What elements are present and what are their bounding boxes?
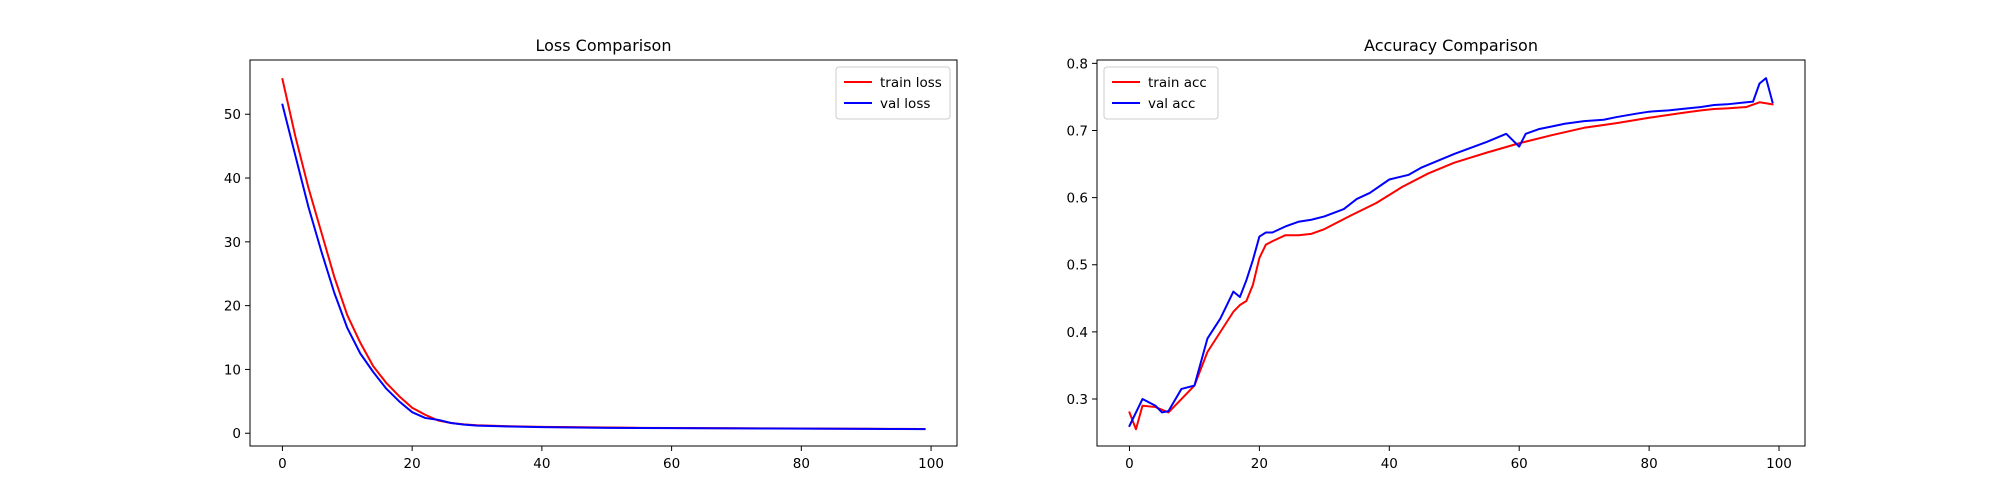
accuracy-comparison-y-tick-label: 0.8 xyxy=(1067,56,1088,72)
accuracy-comparison-x-tick-label: 0 xyxy=(1125,456,1134,472)
loss-comparison-x-tick-label: 40 xyxy=(533,456,550,472)
loss-comparison-y-tick-label: 20 xyxy=(224,299,241,315)
accuracy-comparison-y-tick-label: 0.6 xyxy=(1067,191,1088,207)
accuracy-comparison-y-tick-label: 0.4 xyxy=(1067,325,1088,341)
loss-comparison-x-tick-label: 20 xyxy=(404,456,421,472)
loss-comparison-x-tick-label: 100 xyxy=(918,456,944,472)
loss-comparison-val-loss-line xyxy=(281,103,926,431)
loss-comparison-x-tick-label: 0 xyxy=(278,456,287,472)
loss-comparison-y-tick-label: 10 xyxy=(224,362,241,378)
accuracy-comparison-panel: 0 20 40 60 80 100 0.3 0.4 0.5 0.6 0.7 0.8 Accuracy C… xyxy=(1067,36,1806,472)
accuracy-comparison-x-tick-label: 20 xyxy=(1251,456,1268,472)
accuracy-comparison-y-tick-label: 0.7 xyxy=(1067,123,1088,139)
loss-comparison-y-tick-label: 50 xyxy=(224,107,241,123)
accuracy-comparison-y-tick-label: 0.5 xyxy=(1067,258,1088,274)
accuracy-comparison-axes-frame xyxy=(1096,59,1806,447)
loss-comparison-train-loss-line xyxy=(281,77,926,431)
accuracy-comparison-val-acc-line xyxy=(1128,77,1774,428)
accuracy-comparison-title: Accuracy Comparison xyxy=(1364,36,1538,55)
accuracy-comparison-y-tick-label: 0.3 xyxy=(1067,392,1088,408)
accuracy-comparison-legend-label-train-acc: train acc xyxy=(1148,75,1207,91)
accuracy-comparison-train-acc-line xyxy=(1128,101,1774,431)
loss-comparison-panel: 0 20 40 60 80 100 0 10 20 30 40 50 Loss Comparison tr… xyxy=(224,36,958,472)
accuracy-comparison-x-tick-label: 100 xyxy=(1766,456,1792,472)
loss-comparison-legend-box xyxy=(835,66,951,120)
loss-comparison-y-tick-label: 0 xyxy=(232,426,241,442)
loss-comparison-axes-frame xyxy=(249,59,958,447)
loss-comparison-legend-label-val-loss: val loss xyxy=(880,96,930,112)
accuracy-comparison-x-tick-label: 40 xyxy=(1381,456,1398,472)
loss-comparison-series-group xyxy=(281,77,926,431)
loss-comparison-y-tick-label: 30 xyxy=(224,235,241,251)
accuracy-comparison-legend: train acc val acc xyxy=(1103,66,1219,120)
loss-comparison-y-tick-label: 40 xyxy=(224,171,241,187)
loss-comparison-legend-label-train-loss: train loss xyxy=(880,75,942,91)
accuracy-comparison-x-tick-label: 60 xyxy=(1511,456,1528,472)
loss-comparison-legend: train loss val loss xyxy=(835,66,951,120)
loss-comparison-x-tick-label: 80 xyxy=(793,456,810,472)
accuracy-comparison-legend-box xyxy=(1103,66,1219,120)
accuracy-comparison-series-group xyxy=(1128,77,1774,431)
loss-comparison-x-tick-label: 60 xyxy=(663,456,680,472)
accuracy-comparison-x-tick-label: 80 xyxy=(1641,456,1658,472)
accuracy-comparison-legend-label-val-acc: val acc xyxy=(1148,96,1195,112)
loss-comparison-title: Loss Comparison xyxy=(536,36,672,55)
